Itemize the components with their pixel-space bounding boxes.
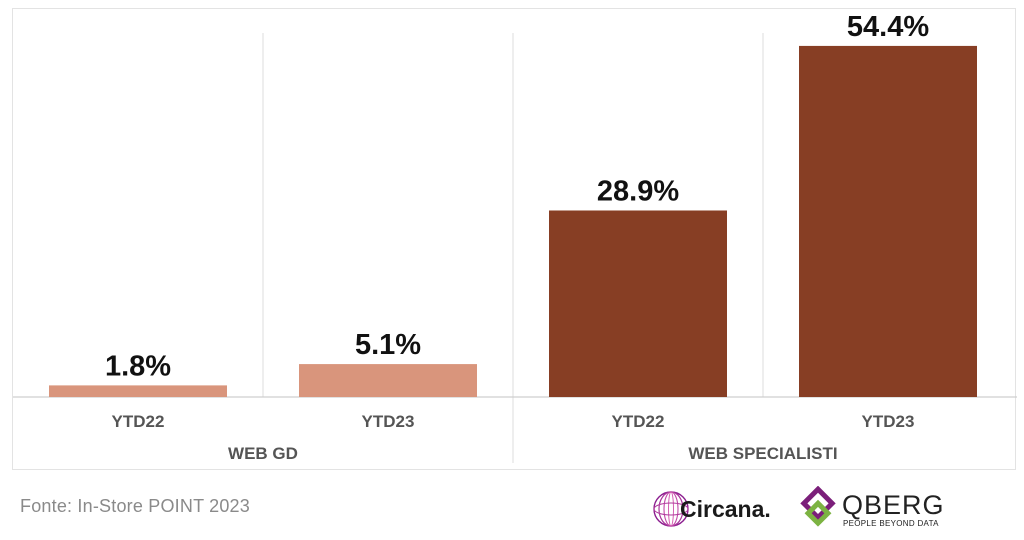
group-label: WEB GD	[228, 444, 298, 463]
chart-panel: 1.8% YTD22 5.1% YTD23 WEB GD 28.9% YTD22 54.4% Y…	[12, 8, 1017, 470]
x-tick-label: YTD23	[862, 412, 915, 431]
bar	[549, 210, 727, 397]
footer-logos: Circana. QBERG PEOPLE BEYOND DATA	[650, 485, 950, 532]
bar-chart: 1.8% YTD22 5.1% YTD23 WEB GD 28.9% YTD22 54.4% Y…	[13, 11, 1017, 463]
bar-value-label: 1.8%	[105, 350, 171, 382]
qberg-wordmark: QBERG	[842, 490, 945, 520]
qberg-tagline: PEOPLE BEYOND DATA	[843, 519, 939, 528]
source-note: Fonte: In-Store POINT 2023	[20, 496, 250, 516]
bar	[299, 364, 477, 397]
circana-globe-icon	[653, 491, 689, 527]
bar-value-label: 28.9%	[597, 175, 679, 207]
bar	[49, 385, 227, 397]
x-tick-label: YTD22	[612, 412, 665, 431]
logo-strip: Circana. QBERG PEOPLE BEYOND DATA	[653, 485, 945, 528]
x-tick-label: YTD22	[112, 412, 165, 431]
bar	[799, 45, 977, 398]
group-label: WEB SPECIALISTI	[688, 444, 837, 463]
circana-wordmark: Circana.	[680, 496, 771, 522]
bar-value-label: 5.1%	[355, 329, 421, 361]
qberg-diamond-icon	[800, 485, 836, 527]
x-tick-label: YTD23	[362, 412, 415, 431]
bar-value-label: 54.4%	[847, 11, 929, 43]
